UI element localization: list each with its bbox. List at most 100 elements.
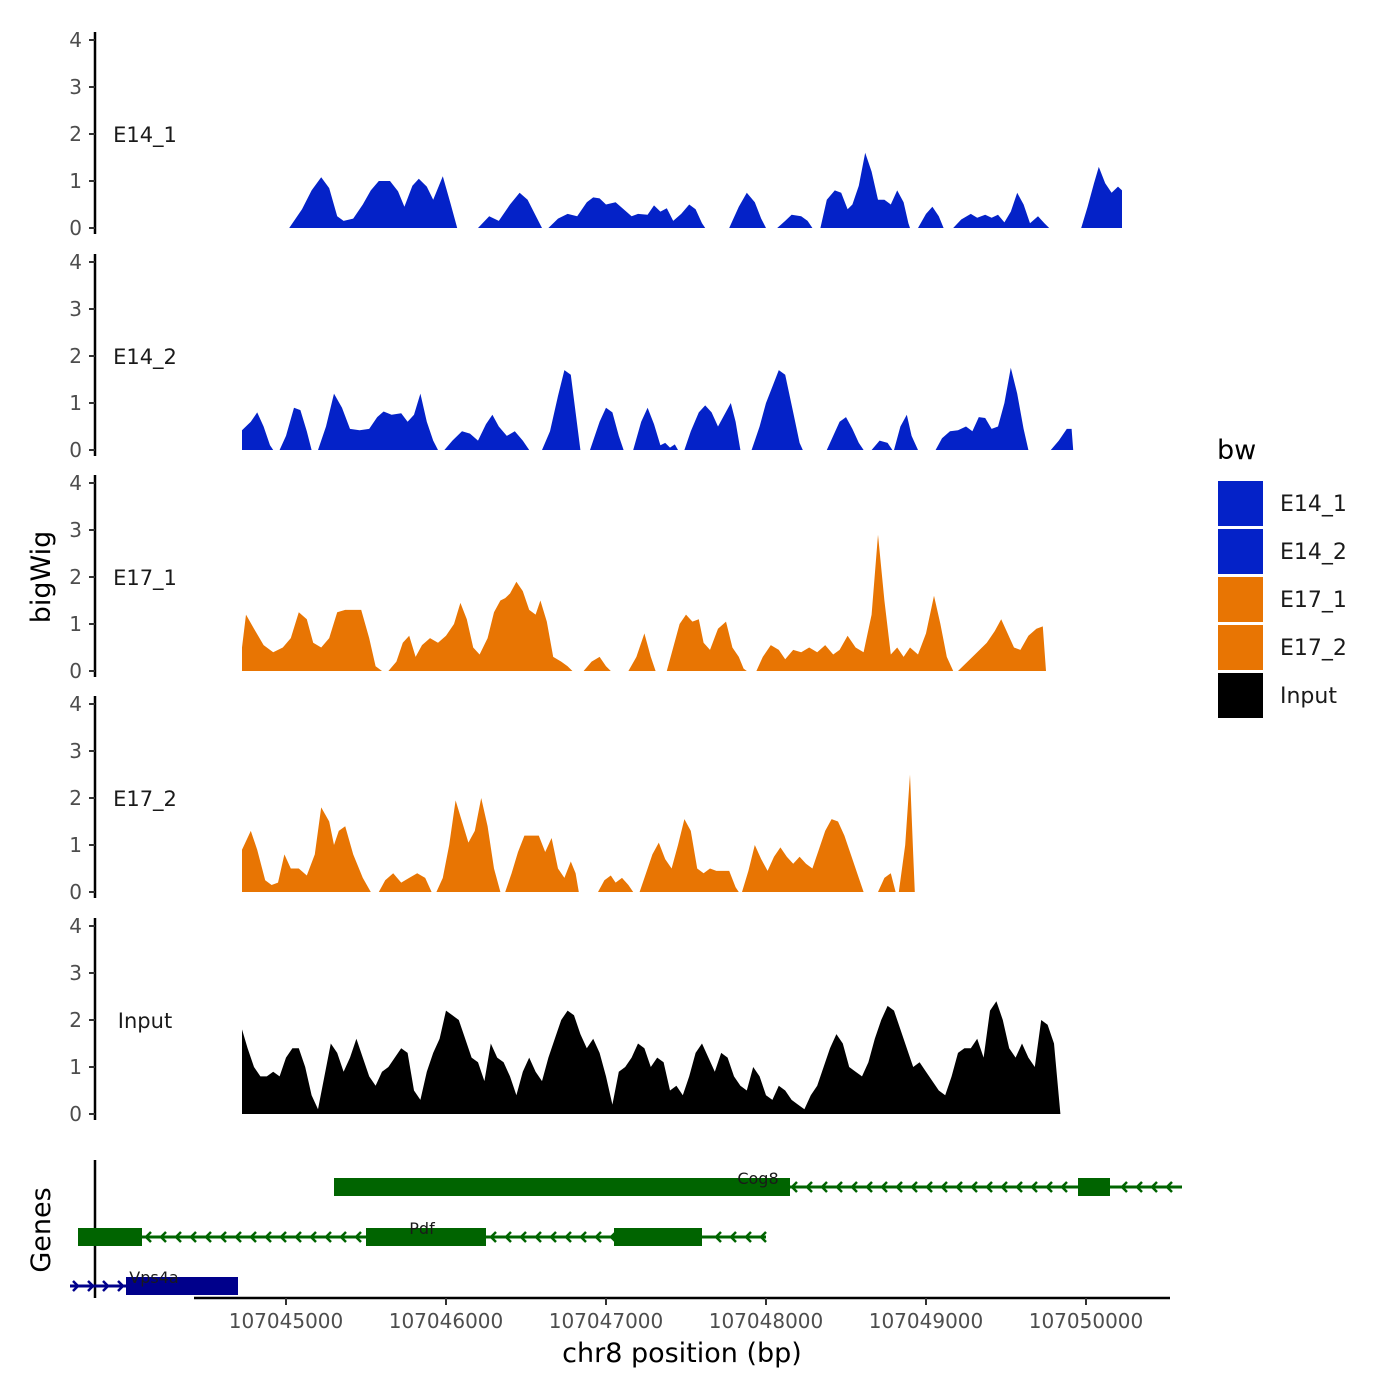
tracks: 0 1 2 3 4 E14_1 0 1 2 3 4 E14_2 0 1 2 3 4 E17_1 0 1 2 3 4 E17_2…: [69, 28, 1122, 1126]
gene-label: Vps4a: [129, 1268, 178, 1287]
y-tick-label: 4: [69, 250, 82, 274]
y-tick-label: 3: [69, 75, 82, 99]
strand-arrow: [294, 1231, 302, 1243]
y-tick-label: 0: [69, 659, 82, 683]
y-tick-label: 1: [69, 612, 82, 636]
y-tick-label: 4: [69, 471, 82, 495]
strand-arrow: [249, 1231, 257, 1243]
track-E14_1: 0 1 2 3 4 E14_1: [69, 28, 1122, 240]
strand-arrow: [955, 1181, 963, 1193]
strand-arrow: [234, 1231, 242, 1243]
y-tick-label: 2: [69, 786, 82, 810]
strand-arrow: [264, 1231, 272, 1243]
signal-area-E14_1: [289, 152, 1122, 228]
track-label: E14_1: [113, 123, 177, 148]
strand-arrow: [189, 1231, 197, 1243]
legend-item-E14_2: E14_2: [1218, 529, 1347, 574]
y-tick-label: 1: [69, 169, 82, 193]
gene-track: Cog8 Pdf Vps4a: [70, 1160, 1182, 1298]
strand-arrow: [759, 1231, 767, 1243]
gene-Cog8: Cog8: [334, 1169, 1182, 1196]
gene-exon: [366, 1228, 486, 1246]
strand-arrow: [880, 1181, 888, 1193]
strand-arrow: [850, 1181, 858, 1193]
legend-title: bw: [1217, 435, 1256, 466]
strand-arrow: [1000, 1181, 1008, 1193]
legend-item-E14_1: E14_1: [1218, 481, 1347, 526]
strand-arrow: [117, 1280, 125, 1292]
x-axis: 107045000 107046000 107047000 107048000 1070…: [194, 1296, 1170, 1333]
legend-label: E17_1: [1280, 588, 1347, 613]
strand-arrow: [835, 1181, 843, 1193]
legend-swatch: [1218, 481, 1263, 526]
legend-swatch: [1218, 529, 1263, 574]
strand-arrow: [820, 1181, 828, 1193]
strand-arrow: [72, 1280, 80, 1292]
legend-swatch: [1218, 673, 1263, 718]
strand-arrow: [339, 1231, 347, 1243]
strand-arrow: [1030, 1181, 1038, 1193]
y-tick-label: 3: [69, 297, 82, 321]
strand-arrow: [144, 1231, 152, 1243]
strand-arrow: [102, 1280, 110, 1292]
legend-swatch: [1218, 577, 1263, 622]
track-label: E17_1: [113, 566, 177, 591]
gene-Pdf: Pdf: [78, 1219, 767, 1246]
y-tick-label: 2: [69, 565, 82, 589]
strand-arrow: [219, 1231, 227, 1243]
x-tick-label: 107047000: [549, 1309, 664, 1333]
legend-item-E17_2: E17_2: [1218, 625, 1347, 670]
gene-label: Cog8: [737, 1169, 778, 1188]
strand-arrow: [594, 1231, 602, 1243]
signal-area-E17_1: [242, 534, 1046, 671]
strand-arrow: [744, 1231, 752, 1243]
strand-arrow: [790, 1181, 798, 1193]
x-tick-label: 107045000: [229, 1309, 344, 1333]
strand-arrow: [805, 1181, 813, 1193]
legend-entries: E14_1 E14_2 E17_1 E17_2 Input: [1218, 481, 1347, 718]
strand-arrow: [489, 1231, 497, 1243]
y-tick-label: 0: [69, 1102, 82, 1126]
strand-arrow: [579, 1231, 587, 1243]
strand-arrow: [87, 1280, 95, 1292]
strand-arrow: [1165, 1181, 1173, 1193]
legend-label: E14_1: [1280, 492, 1347, 517]
strand-arrow: [925, 1181, 933, 1193]
gene-exon: [334, 1178, 790, 1196]
track-label: E17_2: [113, 787, 177, 812]
y-tick-label: 4: [69, 914, 82, 938]
strand-arrow: [970, 1181, 978, 1193]
y-tick-label: 1: [69, 391, 82, 415]
y-tick-label: 2: [69, 344, 82, 368]
strand-arrow: [204, 1231, 212, 1243]
y-tick-label: 1: [69, 833, 82, 857]
legend-label: E14_2: [1280, 540, 1347, 565]
y-tick-label: 0: [69, 438, 82, 462]
legend: bw E14_1 E14_2 E17_1 E17_2 Input: [1217, 435, 1347, 718]
strand-arrow: [865, 1181, 873, 1193]
strand-arrow: [1015, 1181, 1023, 1193]
y-tick-label: 3: [69, 518, 82, 542]
y-tick-label: 2: [69, 122, 82, 146]
strand-arrow: [1135, 1181, 1143, 1193]
strand-arrow: [519, 1231, 527, 1243]
strand-arrow: [714, 1231, 722, 1243]
signal-area-E14_2: [242, 264, 1074, 450]
y-tick-label: 0: [69, 216, 82, 240]
gene-Vps4a: Vps4a: [70, 1268, 238, 1295]
gene-exon: [614, 1228, 702, 1246]
gene-exon: [126, 1277, 238, 1295]
strand-arrow: [159, 1231, 167, 1243]
strand-arrow: [729, 1231, 737, 1243]
track-E17_2: 0 1 2 3 4 E17_2: [69, 692, 915, 904]
signal-area-E17_2: [242, 774, 915, 892]
x-tick-label: 107046000: [389, 1309, 504, 1333]
strand-arrow: [1060, 1181, 1068, 1193]
strand-arrow: [309, 1231, 317, 1243]
y-tick-label: 4: [69, 692, 82, 716]
y-tick-label: 4: [69, 28, 82, 52]
strand-arrow: [940, 1181, 948, 1193]
y-tick-label: 0: [69, 880, 82, 904]
